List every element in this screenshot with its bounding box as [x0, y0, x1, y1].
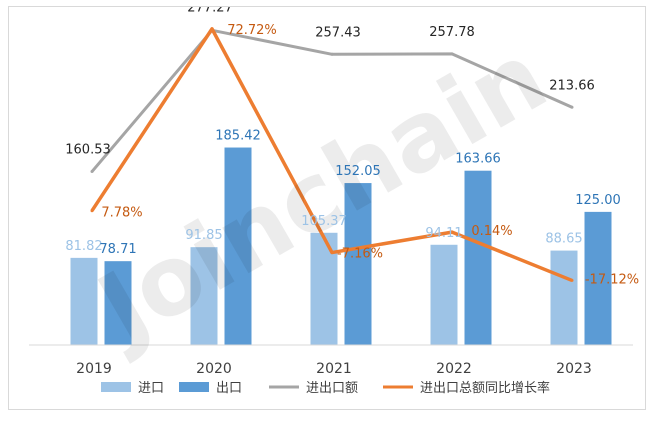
x-tick-2022: 2022: [436, 361, 472, 377]
point-rate-2021: [330, 251, 334, 255]
x-tick-2020: 2020: [196, 361, 232, 377]
legend-swatch-0: [101, 382, 131, 392]
chart-frame: Joinchain 81.82 91.85 105.37 94.11 88.65 78.7…: [8, 6, 646, 410]
data-label-export-2020: 185.42: [215, 129, 261, 144]
data-label-rate-2021: -7.16%: [337, 247, 383, 262]
data-label-export-2021: 152.05: [335, 164, 381, 179]
data-label-import-2020: 91.85: [185, 228, 222, 243]
point-total-2021: [330, 52, 334, 56]
point-rate-2020: [210, 27, 214, 31]
data-label-total-2022: 257.78: [429, 25, 475, 40]
legend-label-0: 进口: [138, 381, 164, 396]
bar-import-2022: [430, 244, 458, 345]
bar-import-2019: [70, 257, 98, 345]
bar-export-2019: [104, 261, 132, 345]
point-rate-2023: [570, 278, 574, 282]
legend-swatch-1: [179, 382, 209, 392]
data-label-total-2020: 277.27: [187, 7, 233, 15]
bar-export-2020: [224, 147, 252, 345]
data-label-rate-2022: 0.14%: [471, 224, 512, 239]
x-tick-2023: 2023: [556, 361, 592, 377]
point-rate-2019: [90, 209, 94, 213]
bar-export-2023: [584, 211, 612, 345]
legend-label-1: 出口: [216, 381, 242, 396]
data-label-total-2019: 160.53: [65, 143, 111, 158]
bar-export-2022: [464, 170, 492, 345]
point-total-2023: [570, 105, 574, 109]
data-label-total-2023: 213.66: [549, 78, 595, 93]
labels-layer: 81.82 91.85 105.37 94.11 88.65 78.71 185.42 152…: [65, 7, 639, 287]
data-label-import-2023: 88.65: [545, 232, 582, 247]
bar-import-2023: [550, 250, 578, 345]
bars-layer: [70, 147, 612, 345]
data-label-export-2022: 163.66: [455, 152, 501, 167]
legend-label-3: 进出口总额同比增长率: [420, 380, 550, 396]
data-label-import-2021: 105.37: [301, 214, 347, 229]
bar-export-2021: [344, 183, 372, 345]
data-label-rate-2019: 7.78%: [101, 206, 142, 221]
data-label-import-2019: 81.82: [65, 239, 102, 254]
bar-import-2020: [190, 247, 218, 345]
data-label-export-2019: 78.71: [99, 242, 136, 257]
legend: 进口 出口 进出口额 进出口总额同比增长率: [101, 380, 550, 396]
point-rate-2022: [450, 230, 454, 234]
x-axis-ticks: 2019 2020 2021 2022 2023: [76, 361, 592, 377]
legend-label-2: 进出口额: [306, 381, 358, 396]
data-label-export-2023: 125.00: [575, 193, 621, 208]
data-label-total-2021: 257.43: [315, 25, 361, 40]
data-label-rate-2020: 72.72%: [227, 23, 277, 38]
data-label-rate-2023: -17.12%: [585, 272, 639, 287]
lines-layer: [90, 27, 574, 283]
x-tick-2019: 2019: [76, 361, 112, 377]
data-label-import-2022: 94.11: [425, 226, 462, 241]
point-total-2022: [450, 52, 454, 56]
x-tick-2021: 2021: [316, 361, 352, 377]
point-total-2019: [90, 170, 94, 174]
